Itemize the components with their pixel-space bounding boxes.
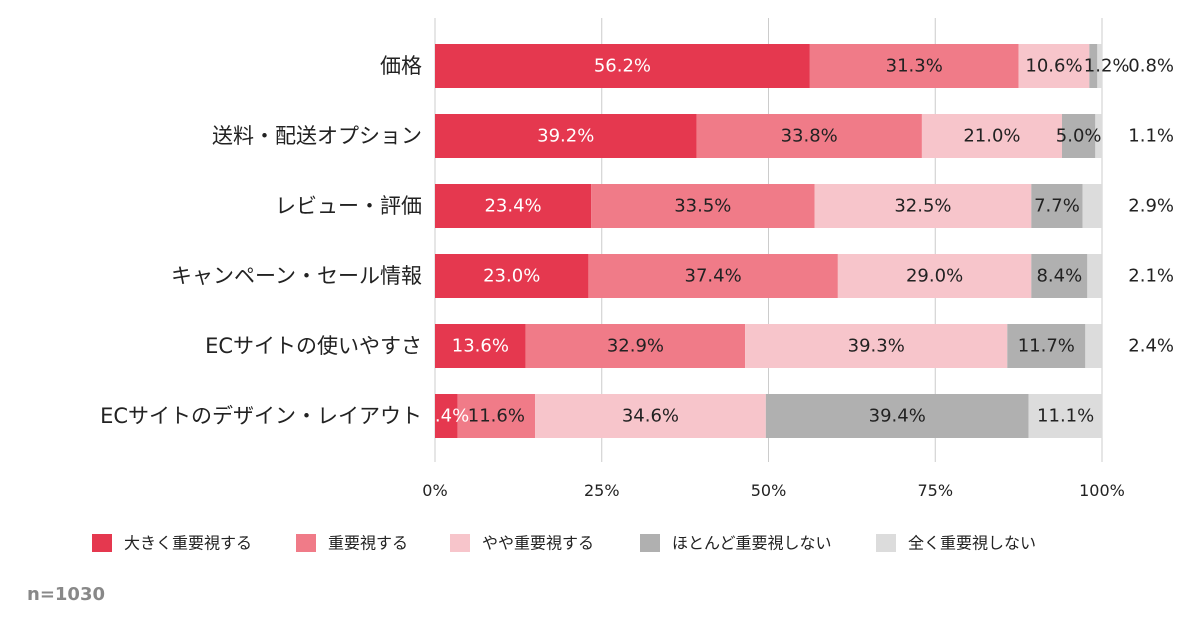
- bar-segment: [435, 394, 458, 438]
- legend-label: 重要視する: [328, 534, 408, 553]
- data-label: 23.0%: [483, 266, 540, 287]
- data-label: 13.6%: [452, 336, 509, 357]
- data-label: 39.3%: [848, 336, 905, 357]
- bar-segment: [435, 114, 697, 158]
- category-label: ECサイトの使いやすさ: [205, 334, 422, 358]
- bar-segment: [1031, 184, 1083, 228]
- data-label: 5.0%: [1056, 126, 1102, 147]
- x-tick-label: 50%: [751, 481, 787, 500]
- category-label: レビュー・評価: [275, 194, 422, 218]
- legend-swatch: [296, 534, 316, 552]
- bar-segment: [696, 114, 922, 158]
- legend-label: 大きく重要視する: [124, 534, 252, 553]
- data-label: 2.1%: [1128, 266, 1174, 287]
- legend-swatch: [876, 534, 896, 552]
- data-label: 8.4%: [1036, 266, 1082, 287]
- bar-segment: [435, 184, 592, 228]
- data-label: 56.2%: [594, 56, 651, 77]
- data-label: 10.6%: [1025, 56, 1082, 77]
- bar-segment: [588, 254, 838, 298]
- legend-label: やや重要視する: [482, 534, 594, 553]
- bar-segment: [457, 394, 536, 438]
- data-label: 1.2%: [1084, 56, 1130, 77]
- legend-label: 全く重要視しない: [908, 534, 1036, 553]
- legend-label: ほとんど重要視しない: [672, 534, 832, 553]
- bar-segment: [1085, 324, 1102, 368]
- data-label: 0.8%: [1128, 56, 1174, 77]
- data-label: 11.6%: [468, 406, 525, 427]
- bar-segment: [745, 324, 1008, 368]
- bar-segment: [1031, 254, 1088, 298]
- bar-segment: [1087, 254, 1102, 298]
- data-label: 2.9%: [1128, 196, 1174, 217]
- sample-size-note: n=1030: [27, 584, 105, 605]
- bar-segment: [435, 324, 526, 368]
- category-label: 価格: [380, 54, 422, 78]
- data-label: 37.4%: [685, 266, 742, 287]
- data-label: 34.6%: [622, 406, 679, 427]
- data-label: 7.7%: [1034, 196, 1080, 217]
- bar-segment: [814, 184, 1032, 228]
- data-label: 39.4%: [869, 406, 926, 427]
- x-tick-label: 100%: [1079, 481, 1125, 500]
- bar-segment: [1028, 394, 1103, 438]
- bar-segment: [435, 44, 810, 88]
- bar-segment: [1089, 44, 1098, 88]
- bar-segment: [1061, 114, 1096, 158]
- data-label: 1.1%: [1128, 126, 1174, 147]
- bar-segment: [1007, 324, 1086, 368]
- bar-segment: [1082, 184, 1102, 228]
- data-label: 33.8%: [781, 126, 838, 147]
- data-label: 3.4%: [423, 406, 469, 427]
- data-label: 31.3%: [886, 56, 943, 77]
- data-label: 11.7%: [1018, 336, 1075, 357]
- legend-swatch: [640, 534, 660, 552]
- legend-swatch: [92, 534, 112, 552]
- bar-segment: [525, 324, 746, 368]
- bar-segment: [837, 254, 1032, 298]
- legend-swatch: [450, 534, 470, 552]
- data-label: 23.4%: [484, 196, 541, 217]
- bar-segment: [921, 114, 1062, 158]
- category-label: ECサイトのデザイン・レイアウト: [100, 404, 422, 428]
- data-label: 32.5%: [894, 196, 951, 217]
- category-label: 送料・配送オプション: [212, 124, 422, 148]
- bar-segment: [1097, 44, 1103, 88]
- bar-segment: [1095, 114, 1103, 158]
- data-label: 11.1%: [1037, 406, 1094, 427]
- category-label: キャンペーン・セール情報: [171, 264, 422, 288]
- x-tick-label: 75%: [917, 481, 953, 500]
- data-label: 29.0%: [906, 266, 963, 287]
- data-label: 33.5%: [674, 196, 731, 217]
- data-label: 39.2%: [537, 126, 594, 147]
- bar-segment: [591, 184, 815, 228]
- bar-segment: [435, 254, 589, 298]
- bar-segment: [809, 44, 1019, 88]
- x-tick-label: 25%: [584, 481, 620, 500]
- bar-segment: [535, 394, 766, 438]
- x-tick-label: 0%: [422, 481, 447, 500]
- data-label: 21.0%: [963, 126, 1020, 147]
- bar-segment: [765, 394, 1029, 438]
- bar-segment: [1018, 44, 1090, 88]
- data-label: 2.4%: [1128, 336, 1174, 357]
- data-label: 32.9%: [607, 336, 664, 357]
